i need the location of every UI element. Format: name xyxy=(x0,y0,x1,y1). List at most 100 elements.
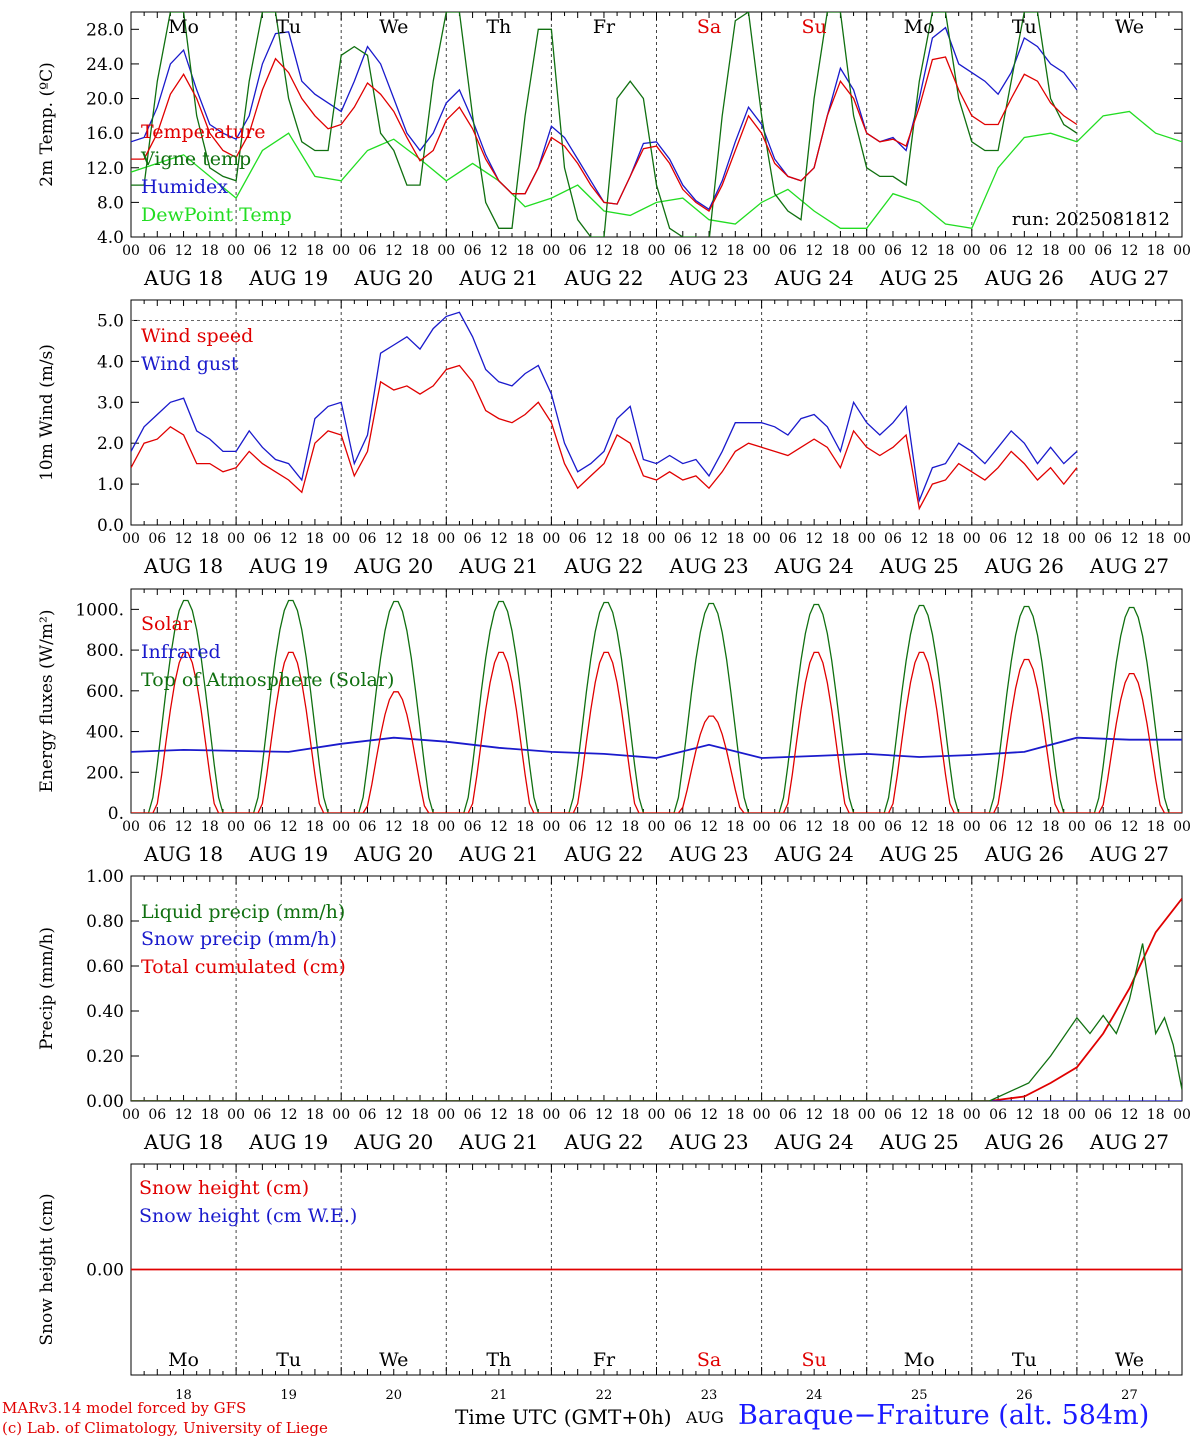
hour-tick-label: 18 xyxy=(516,531,534,547)
date-label: AUG 22 xyxy=(563,842,643,866)
series-line-top-of-atmosphere-solar- xyxy=(131,599,1182,813)
hour-tick-label: 12 xyxy=(1015,1107,1033,1123)
y-tick-label: 0.40 xyxy=(86,1002,124,1022)
hour-tick-label: 18 xyxy=(306,1107,324,1123)
date-label: AUG 21 xyxy=(458,1130,538,1154)
hour-tick-label: 18 xyxy=(621,1107,639,1123)
series-line-temperature xyxy=(131,56,1078,212)
hour-tick-label: 06 xyxy=(464,1107,482,1123)
hour-tick-label: 18 xyxy=(937,243,955,259)
y-axis-label: Precip (mm/h) xyxy=(37,927,57,1050)
date-label: AUG 20 xyxy=(353,554,433,578)
hour-tick-label: 12 xyxy=(700,531,718,547)
hour-tick-label: 06 xyxy=(989,243,1007,259)
hour-tick-label: 00 xyxy=(648,243,666,259)
hour-tick-label: 18 xyxy=(516,243,534,259)
date-label: AUG 23 xyxy=(669,554,749,578)
day-number-label: 22 xyxy=(596,1388,613,1403)
date-label: AUG 25 xyxy=(879,266,959,290)
date-label: AUG 20 xyxy=(353,1130,433,1154)
hour-tick-label: 12 xyxy=(1015,243,1033,259)
hour-tick-label: 00 xyxy=(1068,1107,1086,1123)
y-tick-label: 20.0 xyxy=(86,90,124,110)
y-axis-label: 2m Temp. (ºC) xyxy=(37,62,57,187)
hour-tick-label: 06 xyxy=(674,1107,692,1123)
day-number-label: 18 xyxy=(175,1388,192,1403)
hour-tick-label: 00 xyxy=(1173,531,1191,547)
hour-tick-label: 00 xyxy=(963,531,981,547)
hour-tick-label: 06 xyxy=(674,243,692,259)
day-number-label: 23 xyxy=(701,1388,718,1403)
hour-tick-label: 06 xyxy=(464,819,482,835)
hour-tick-label: 12 xyxy=(595,531,613,547)
hour-tick-label: 12 xyxy=(595,243,613,259)
hour-tick-label: 18 xyxy=(516,819,534,835)
hour-tick-label: 12 xyxy=(805,819,823,835)
legend-entry: Total cumulated (cm) xyxy=(141,956,346,978)
hour-tick-label: 18 xyxy=(201,531,219,547)
date-label: AUG 25 xyxy=(879,842,959,866)
hour-tick-label: 18 xyxy=(937,531,955,547)
hour-tick-label: 12 xyxy=(280,819,298,835)
series-group-0 xyxy=(131,12,1182,237)
hour-tick-label: 06 xyxy=(148,819,166,835)
month-label: AUG xyxy=(686,1408,724,1427)
hour-tick-label: 06 xyxy=(569,531,587,547)
hour-tick-label: 12 xyxy=(490,243,508,259)
y-tick-label: 4.0 xyxy=(97,228,124,248)
hour-tick-label: 12 xyxy=(700,819,718,835)
weekday-label: Su xyxy=(802,1349,827,1371)
hour-tick-label: 18 xyxy=(306,819,324,835)
weekday-label: We xyxy=(379,16,408,38)
hour-tick-label: 18 xyxy=(832,1107,850,1123)
weekday-label: We xyxy=(1115,1349,1144,1371)
hour-tick-label: 18 xyxy=(1042,531,1060,547)
hour-tick-label: 06 xyxy=(569,1107,587,1123)
hour-tick-label: 12 xyxy=(280,531,298,547)
hour-tick-label: 18 xyxy=(1042,1107,1060,1123)
weekday-label: Tu xyxy=(1012,16,1037,38)
hour-tick-label: 06 xyxy=(1094,243,1112,259)
y-tick-label: 0.00 xyxy=(86,1261,124,1281)
y-tick-label: 0.00 xyxy=(86,1092,124,1112)
series-line-dewpoint-temp xyxy=(131,110,1182,230)
date-label: AUG 18 xyxy=(143,554,223,578)
date-label: AUG 25 xyxy=(879,1130,959,1154)
hour-tick-label: 18 xyxy=(726,243,744,259)
date-label: AUG 21 xyxy=(458,842,538,866)
legend-entry: Snow height (cm W.E.) xyxy=(139,1205,357,1227)
hour-tick-label: 18 xyxy=(306,531,324,547)
hour-tick-label: 00 xyxy=(332,531,350,547)
hour-tick-label: 18 xyxy=(1147,243,1165,259)
hour-tick-label: 00 xyxy=(753,531,771,547)
date-label: AUG 27 xyxy=(1089,554,1169,578)
hour-tick-label: 18 xyxy=(1042,819,1060,835)
hour-tick-label: 12 xyxy=(805,243,823,259)
date-label: AUG 21 xyxy=(458,266,538,290)
hour-tick-label: 00 xyxy=(648,1107,666,1123)
hour-tick-label: 12 xyxy=(490,1107,508,1123)
y-tick-label: 4.0 xyxy=(97,352,124,372)
hour-tick-label: 00 xyxy=(122,1107,140,1123)
date-label: AUG 19 xyxy=(248,266,328,290)
hour-tick-label: 12 xyxy=(385,1107,403,1123)
series-line-total-cumulated-cm- xyxy=(131,897,1182,1101)
date-label: AUG 18 xyxy=(143,842,223,866)
y-tick-label: 2.0 xyxy=(97,434,124,454)
hour-tick-label: 06 xyxy=(1094,1107,1112,1123)
hour-tick-label: 18 xyxy=(1147,531,1165,547)
hour-tick-label: 12 xyxy=(175,531,193,547)
date-label: AUG 19 xyxy=(248,842,328,866)
hour-tick-label: 06 xyxy=(884,819,902,835)
y-tick-label: 3.0 xyxy=(97,393,124,413)
run-annotation: run: 2025081812 xyxy=(1012,209,1170,230)
hour-tick-label: 06 xyxy=(359,531,377,547)
hour-tick-label: 00 xyxy=(332,1107,350,1123)
hour-tick-label: 06 xyxy=(674,531,692,547)
hour-tick-label: 06 xyxy=(464,243,482,259)
legend-entry: Infrared xyxy=(141,641,221,663)
legend-entry: Wind speed xyxy=(141,325,253,347)
hour-tick-label: 18 xyxy=(832,243,850,259)
hour-tick-label: 12 xyxy=(1015,819,1033,835)
